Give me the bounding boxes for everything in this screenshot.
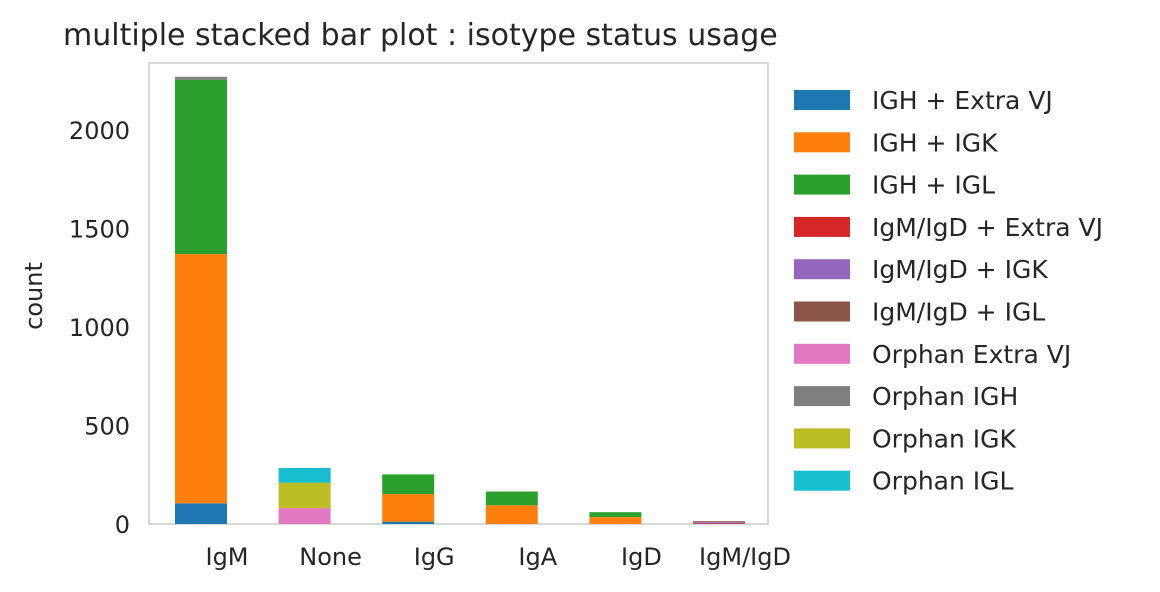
legend-swatch	[794, 343, 850, 364]
bar-segment	[175, 76, 227, 80]
legend-label: IGH + IGK	[872, 128, 998, 157]
bar-segment	[693, 521, 745, 523]
bar-segment	[382, 494, 435, 522]
legend-label: IGH + IGL	[872, 171, 995, 200]
legend-swatch	[794, 428, 850, 449]
legend-swatch	[794, 216, 850, 237]
bar-segment	[589, 512, 642, 518]
legend-swatch	[794, 132, 850, 153]
legend-label: Orphan IGK	[872, 424, 1017, 453]
legend-swatch	[794, 90, 850, 110]
y-tick-label: 1500	[69, 216, 130, 244]
bar-segment	[382, 521, 435, 524]
legend-swatch	[794, 470, 850, 491]
x-tick-label: IgM/IgD	[699, 543, 791, 571]
chart-title: multiple stacked bar plot : isotype stat…	[63, 18, 778, 53]
x-tick-label: IgD	[621, 543, 662, 571]
x-tick-label: None	[299, 543, 362, 571]
legend-label: Orphan Extra VJ	[872, 340, 1071, 369]
y-tick-label: 0	[115, 511, 130, 539]
legend-swatch	[794, 259, 850, 280]
legend-label: IgM/IgD + IGK	[872, 255, 1048, 284]
y-tick-label: 2000	[69, 117, 130, 145]
plot-area	[148, 62, 769, 525]
bar-segment	[693, 522, 745, 524]
bar-segment	[278, 482, 331, 509]
legend-label: IgM/IgD + IGL	[872, 298, 1045, 327]
bar-segment	[693, 523, 745, 524]
legend-swatch	[794, 174, 850, 195]
bar-segment	[589, 517, 642, 524]
y-axis-ticks: 0 500 1000 1500 2000	[69, 117, 130, 539]
legend-label: Orphan IGH	[872, 382, 1018, 411]
legend-label: IGH + Extra VJ	[872, 86, 1053, 115]
bar-segment	[485, 491, 538, 506]
bar-segment	[278, 508, 331, 524]
legend-swatch	[794, 301, 850, 322]
legend: IGH + Extra VJ IGH + IGK IGH + IGL IgM/IgD …	[794, 86, 1103, 496]
x-axis-ticks: IgM None IgG IgA IgD IgM/IgD	[205, 543, 790, 571]
bar-segment	[175, 503, 227, 524]
y-tick-label: 500	[84, 413, 130, 441]
bar-segment	[278, 467, 331, 483]
legend-swatch	[794, 386, 850, 407]
bar-segment	[485, 505, 538, 524]
legend-label: Orphan IGL	[872, 467, 1014, 496]
bar-segment	[175, 79, 227, 255]
bar-segment	[175, 254, 227, 504]
x-tick-label: IgM	[205, 543, 248, 571]
bars-group	[175, 76, 745, 524]
y-axis-label: count	[20, 262, 48, 330]
legend-label: IgM/IgD + Extra VJ	[872, 213, 1103, 242]
x-tick-label: IgA	[518, 543, 557, 571]
bar-segment	[382, 474, 435, 495]
y-tick-label: 1000	[69, 314, 130, 342]
x-tick-label: IgG	[414, 543, 455, 571]
